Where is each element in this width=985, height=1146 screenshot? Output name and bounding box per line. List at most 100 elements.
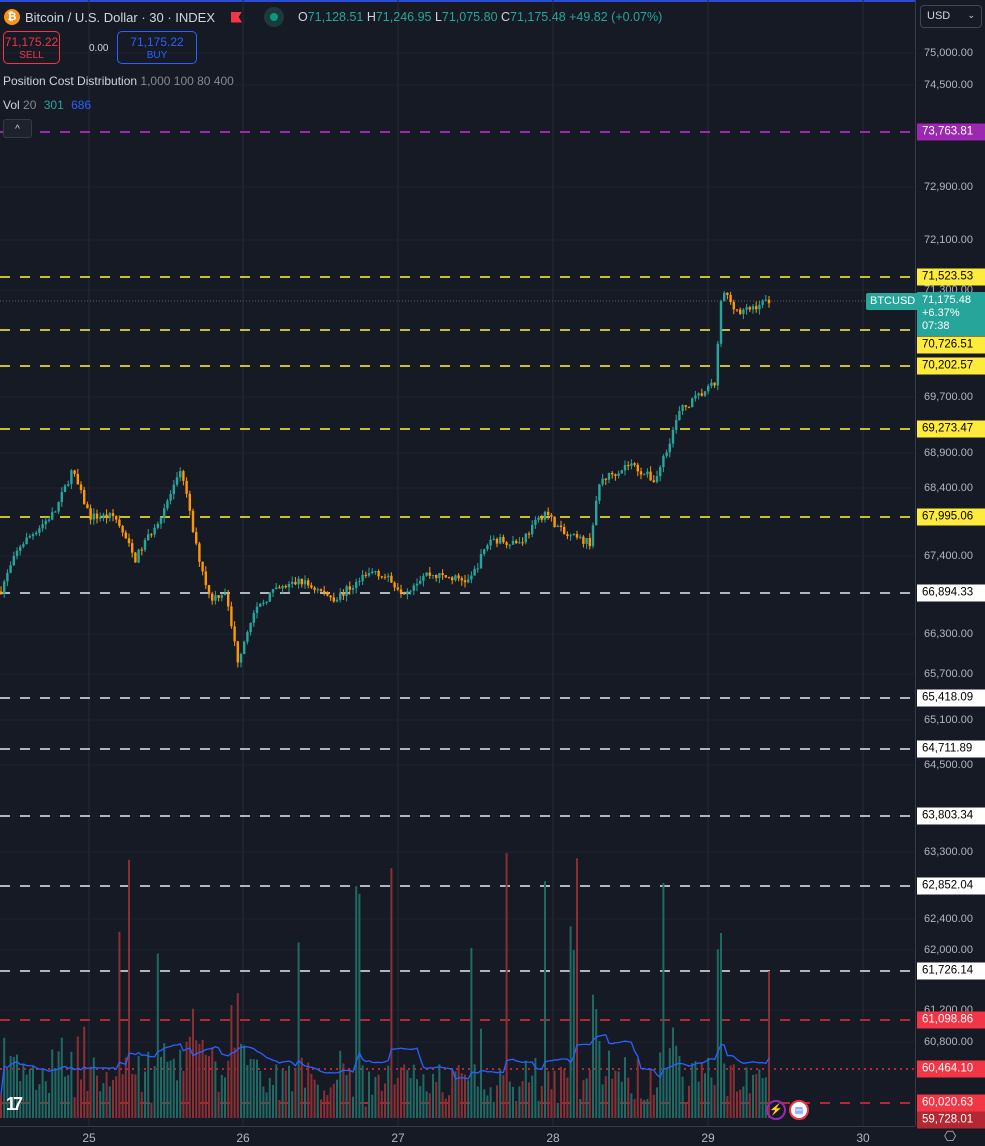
volume-bar (496, 1085, 498, 1118)
candle-body (54, 511, 57, 513)
candle-body (217, 595, 220, 598)
current-price-label: 71,175.48 +6.37% 07:38 (917, 292, 985, 336)
candle-body (22, 544, 25, 547)
volume-bar (492, 1102, 495, 1118)
volume-bar (32, 1065, 34, 1118)
volume-bar (512, 1086, 514, 1118)
candle-body (291, 581, 294, 584)
candle-body (287, 583, 291, 588)
candle-body (275, 587, 278, 590)
volume-bar (358, 893, 361, 1118)
volume-bar (720, 933, 722, 1118)
volume-bar (208, 1056, 210, 1118)
volume-bar (745, 1067, 748, 1118)
sell-button[interactable]: 71,175.22 SELL (3, 31, 60, 64)
symbol-title[interactable]: Bitcoin / U.S. Dollar · 30 · INDEX (25, 9, 215, 25)
candle-body (735, 309, 739, 311)
volume-bar (672, 1027, 674, 1118)
candle-body (367, 573, 371, 576)
currency-select[interactable]: USD ⌄ (920, 5, 982, 28)
candle-body (195, 531, 198, 544)
candle-body (748, 307, 751, 310)
volume-bar (198, 1043, 201, 1118)
candle-body (579, 536, 582, 538)
volume-bar (115, 1076, 118, 1118)
candle-body (476, 568, 479, 570)
level-price-tag: 61,726.14 (917, 962, 985, 980)
candle-body (294, 581, 297, 585)
candle-body (431, 574, 435, 576)
volume-bar (329, 1087, 332, 1118)
volume-bar (614, 1070, 617, 1118)
candle-body (15, 550, 19, 557)
candle-body (255, 606, 259, 613)
volume-bar (700, 1062, 703, 1118)
volume-bar (707, 1057, 710, 1118)
candle-body (681, 405, 684, 411)
time-axis-label: 29 (701, 1131, 715, 1145)
volume-bar (560, 1066, 562, 1118)
candle-body (182, 471, 185, 481)
volume-bar (384, 1083, 386, 1118)
buy-button[interactable]: 71,175.22 BUY (117, 31, 197, 64)
candle-body (383, 576, 387, 578)
volume-bar (544, 881, 546, 1118)
market-status-icon[interactable] (264, 7, 284, 27)
volume-bar (569, 926, 572, 1118)
candle-body (428, 572, 431, 576)
volume-bar (86, 1090, 89, 1118)
candle-body (140, 549, 143, 551)
volume-bar (54, 1068, 57, 1118)
volume-bar (598, 1040, 601, 1118)
volume-bar (131, 1073, 134, 1118)
lightning-event-icon[interactable]: ⚡ (766, 1100, 786, 1120)
volume-bar (217, 1091, 220, 1118)
us-flag-event-icon[interactable]: ▤ (789, 1100, 809, 1120)
volume-bar (761, 1078, 764, 1118)
level-price-tag: 59,728.01 (917, 1111, 985, 1129)
candle-body (147, 534, 150, 541)
candle-body (204, 571, 207, 586)
candle-body (188, 493, 191, 511)
candle-body (547, 511, 550, 516)
price-chart[interactable] (0, 0, 915, 1126)
candle-body (163, 508, 166, 518)
candle-body (102, 514, 105, 518)
indicator-position-cost-distribution[interactable]: Position Cost Distribution 1,000 100 80 … (3, 74, 234, 88)
candle-body (227, 593, 230, 607)
candle-body (627, 465, 630, 467)
volume-bar (758, 1069, 761, 1118)
tradingview-logo[interactable]: 17 (6, 1094, 23, 1114)
price-axis-label: 66,300.00 (924, 628, 973, 640)
price-axis-label: 64,500.00 (924, 759, 973, 771)
candle-body (601, 478, 604, 485)
price-axis-label: 72,900.00 (924, 181, 973, 193)
volume-bar (624, 1057, 626, 1118)
volume-bar (633, 1099, 636, 1118)
settings-icon[interactable]: ⎔ (944, 1128, 957, 1144)
candle-body (588, 537, 591, 547)
volume-bar (608, 1050, 610, 1118)
candle-body (687, 406, 691, 408)
time-axis[interactable]: 25 26 27 28 29 30 (0, 1126, 915, 1146)
candle-body (83, 489, 86, 505)
flag-icon[interactable] (231, 11, 242, 23)
volume-bar (448, 1095, 450, 1118)
volume-bar (681, 1076, 684, 1118)
volume-bar (342, 1063, 345, 1118)
candle-body (415, 583, 419, 586)
chart-header: ₿ Bitcoin / U.S. Dollar · 30 · INDEX O71… (4, 7, 662, 27)
candle-body (595, 500, 598, 526)
volume-bar (675, 1045, 678, 1118)
indicator-volume[interactable]: Vol 20 301 686 (3, 98, 92, 112)
candle-body (543, 511, 547, 520)
candle-body (403, 592, 406, 595)
volume-bar (403, 1064, 406, 1118)
price-axis[interactable]: 75,000.00 74,500.00 72,900.00 72,100.00 71,3… (915, 0, 985, 1129)
candle-body (172, 484, 175, 495)
candle-body (729, 294, 732, 302)
volume-bar (422, 1074, 425, 1118)
candle-body (319, 589, 323, 591)
collapse-legend-button[interactable]: ^ (3, 119, 32, 138)
candle-body (607, 472, 611, 480)
